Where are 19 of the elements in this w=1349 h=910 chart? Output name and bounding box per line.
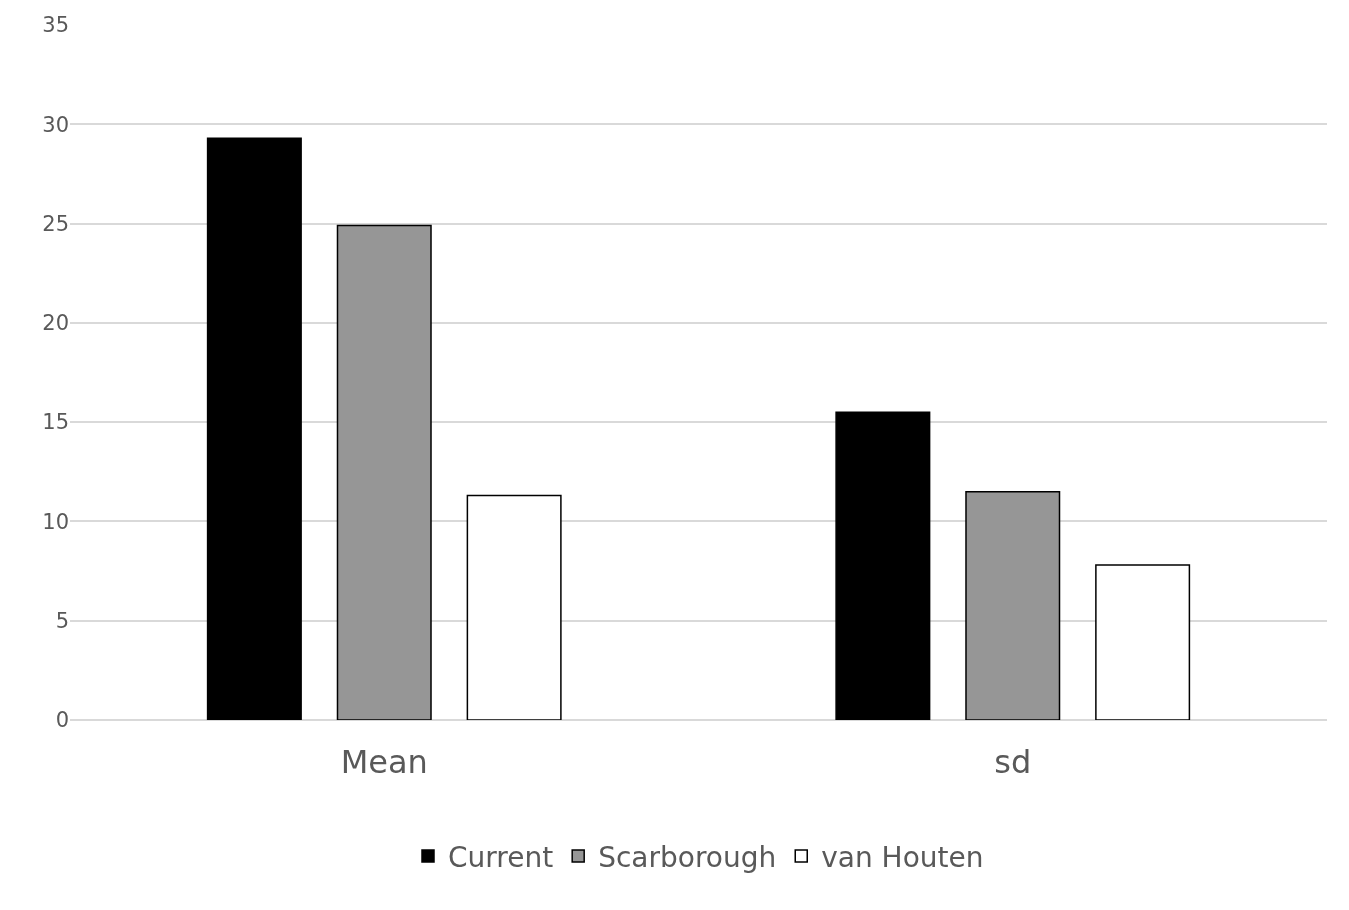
x-tick-label: sd bbox=[994, 743, 1032, 781]
y-tick-label: 10 bbox=[42, 509, 69, 534]
legend-label: Current bbox=[448, 840, 554, 874]
bar bbox=[466, 494, 562, 720]
bar bbox=[1095, 564, 1191, 720]
legend-label: Scarborough bbox=[598, 840, 777, 874]
y-tick-label: 5 bbox=[55, 609, 69, 634]
bar bbox=[835, 411, 931, 720]
y-tick-label: 15 bbox=[42, 410, 69, 435]
y-tick-label: 25 bbox=[42, 211, 69, 236]
y-tick-label: 35 bbox=[42, 13, 69, 38]
legend-label: van Houten bbox=[821, 840, 984, 874]
bar bbox=[336, 224, 432, 720]
y-tick-label: 20 bbox=[42, 311, 69, 336]
bar bbox=[206, 137, 302, 720]
x-tick-label: Mean bbox=[340, 743, 428, 781]
y-tick-label: 0 bbox=[55, 708, 69, 733]
bar bbox=[965, 490, 1061, 720]
y-tick-label: 30 bbox=[42, 112, 69, 137]
